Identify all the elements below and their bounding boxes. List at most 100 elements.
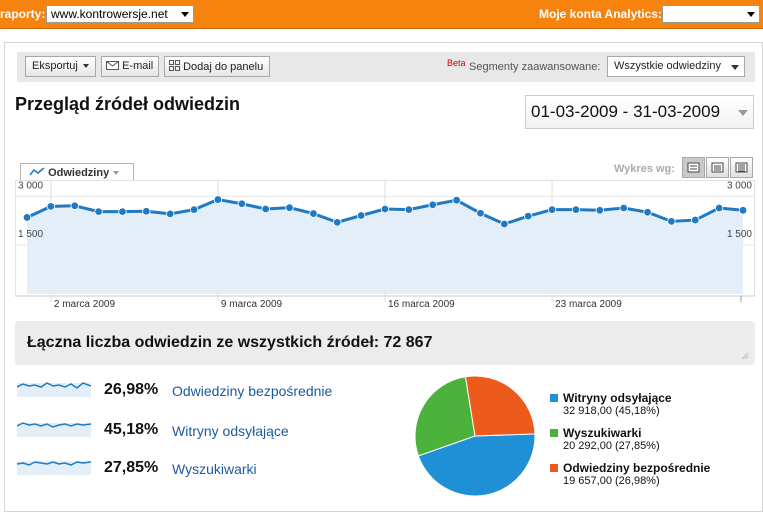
source-pct: 45,18%: [104, 421, 159, 438]
month-view-icon: [735, 162, 748, 173]
data-point[interactable]: [547, 205, 557, 214]
data-point[interactable]: [356, 211, 366, 220]
data-point[interactable]: [213, 195, 223, 204]
data-point[interactable]: [738, 206, 748, 215]
day-view-icon: [687, 162, 700, 173]
data-point[interactable]: [118, 207, 127, 216]
legend-item-search: Wyszukiwarki 20 292,00 (27,85%): [550, 426, 750, 456]
data-point[interactable]: [571, 205, 581, 214]
data-point[interactable]: [189, 205, 199, 214]
chevron-down-icon: [82, 64, 89, 69]
date-range-value: 01-03-2009 - 31-03-2009: [531, 102, 721, 121]
y-tick-label: 1 500: [18, 229, 43, 240]
data-point[interactable]: [333, 218, 342, 227]
y-tick-label: 1 500: [727, 229, 752, 240]
data-point[interactable]: [46, 202, 56, 211]
legend-value: 32 918,00 (45,18%): [563, 405, 660, 417]
data-point[interactable]: [595, 206, 604, 215]
page-title: Przegląd źródeł odwiedzin: [15, 94, 241, 114]
graph-by-label: Wykres wg:: [614, 163, 675, 175]
legend-label: Witryny odsyłające: [563, 391, 672, 405]
export-button[interactable]: Eksportuj: [25, 56, 96, 77]
chevron-down-icon: [738, 110, 748, 116]
chevron-down-icon: [731, 65, 739, 70]
sparkline-direct: [17, 382, 91, 397]
chevron-down-icon: [181, 12, 189, 17]
chevron-down-icon: [747, 12, 755, 17]
pie-slice-search[interactable]: [414, 376, 476, 457]
x-tick-label: 23 marca 2009: [555, 299, 622, 310]
pie-slice-referring[interactable]: [417, 433, 536, 497]
source-pct: 26,98%: [104, 381, 159, 398]
email-button[interactable]: E-mail: [101, 56, 159, 77]
view-month-button[interactable]: [730, 157, 753, 178]
chevron-down-icon: [113, 171, 120, 176]
metric-select-label: Odwiedziny: [48, 167, 110, 179]
data-point[interactable]: [619, 203, 628, 213]
data-point[interactable]: [22, 213, 32, 222]
data-point[interactable]: [404, 205, 414, 214]
sources-pie-chart: [414, 375, 536, 497]
legend-item-referring: Witryny odsyłające 32 918,00 (45,18%): [550, 391, 750, 421]
data-point[interactable]: [452, 195, 461, 205]
data-point[interactable]: [643, 208, 652, 217]
data-point[interactable]: [309, 209, 318, 218]
report-panel: Eksportuj E-mail Dodaj do panelu Beta Se…: [4, 42, 763, 512]
accounts-select[interactable]: [662, 5, 760, 23]
source-link-search[interactable]: Wyszukiwarki: [172, 461, 257, 477]
report-toolbar: Eksportuj E-mail Dodaj do panelu Beta Se…: [17, 52, 755, 82]
segments-select-value: Wszystkie odwiedziny: [614, 60, 721, 72]
data-point[interactable]: [714, 203, 724, 213]
data-point[interactable]: [285, 203, 294, 212]
pie-slice-direct[interactable]: [464, 375, 536, 437]
source-link-referring[interactable]: Witryny odsyłające: [172, 423, 289, 439]
data-point[interactable]: [476, 209, 485, 218]
data-point[interactable]: [667, 217, 676, 226]
x-tick-label: 16 marca 2009: [388, 299, 455, 310]
chart-area-fill: [27, 199, 743, 294]
date-range-picker[interactable]: 01-03-2009 - 31-03-2009: [525, 95, 754, 129]
data-point[interactable]: [524, 211, 533, 221]
export-label: Eksportuj: [32, 60, 78, 72]
data-point[interactable]: [142, 207, 151, 216]
total-visits-box: Łączna liczba odwiedzin ze wszystkich źr…: [15, 321, 755, 365]
data-point[interactable]: [165, 209, 175, 219]
data-point[interactable]: [70, 201, 79, 210]
segments-select[interactable]: Wszystkie odwiedziny: [607, 56, 745, 77]
legend-label: Wyszukiwarki: [563, 426, 642, 440]
legend-item-direct: Odwiedziny bezpośrednie 19 657,00 (26,98…: [550, 461, 750, 491]
view-day-button[interactable]: [682, 157, 705, 178]
segments-label: Segmenty zaawansowane:: [469, 61, 601, 73]
dashboard-grid-icon: [169, 60, 180, 71]
resize-corner-icon: [741, 352, 749, 360]
y-tick-label: 3 000: [727, 180, 752, 191]
data-point[interactable]: [691, 215, 700, 225]
y-tick-label: 3 000: [18, 180, 43, 191]
graph-view-buttons: [682, 157, 754, 178]
legend-swatch: [550, 429, 558, 437]
legend-value: 19 657,00 (26,98%): [563, 475, 660, 487]
data-point[interactable]: [428, 200, 437, 209]
data-point[interactable]: [380, 204, 390, 214]
data-point[interactable]: [500, 219, 509, 229]
metric-select[interactable]: Odwiedziny: [20, 163, 134, 183]
visits-line-chart: 3 000 3 000 1 500 1 500 2 marca 2009 9 marca …: [15, 180, 755, 310]
add-to-dashboard-label: Dodaj do panelu: [183, 61, 264, 73]
site-select[interactable]: www.kontrowersje.net: [46, 5, 194, 23]
accounts-label: Moje konta Analytics:: [539, 7, 662, 21]
add-to-dashboard-button[interactable]: Dodaj do panelu: [164, 56, 270, 77]
email-label: E-mail: [122, 60, 154, 72]
source-pct: 27,85%: [104, 459, 159, 476]
view-week-button[interactable]: [706, 157, 729, 178]
source-link-direct[interactable]: Odwiedziny bezpośrednie: [172, 383, 333, 399]
top-bar: raporty: www.kontrowersje.net Moje konta…: [0, 0, 763, 29]
data-point[interactable]: [237, 199, 246, 208]
beta-badge: Beta: [447, 58, 466, 68]
site-select-value: www.kontrowersje.net: [51, 7, 168, 21]
sparkline-referring: [17, 422, 91, 437]
legend-label: Odwiedziny bezpośrednie: [563, 461, 711, 475]
data-point[interactable]: [94, 207, 103, 216]
data-point[interactable]: [261, 204, 270, 214]
legend-swatch: [550, 394, 558, 402]
envelope-icon: [106, 61, 119, 70]
